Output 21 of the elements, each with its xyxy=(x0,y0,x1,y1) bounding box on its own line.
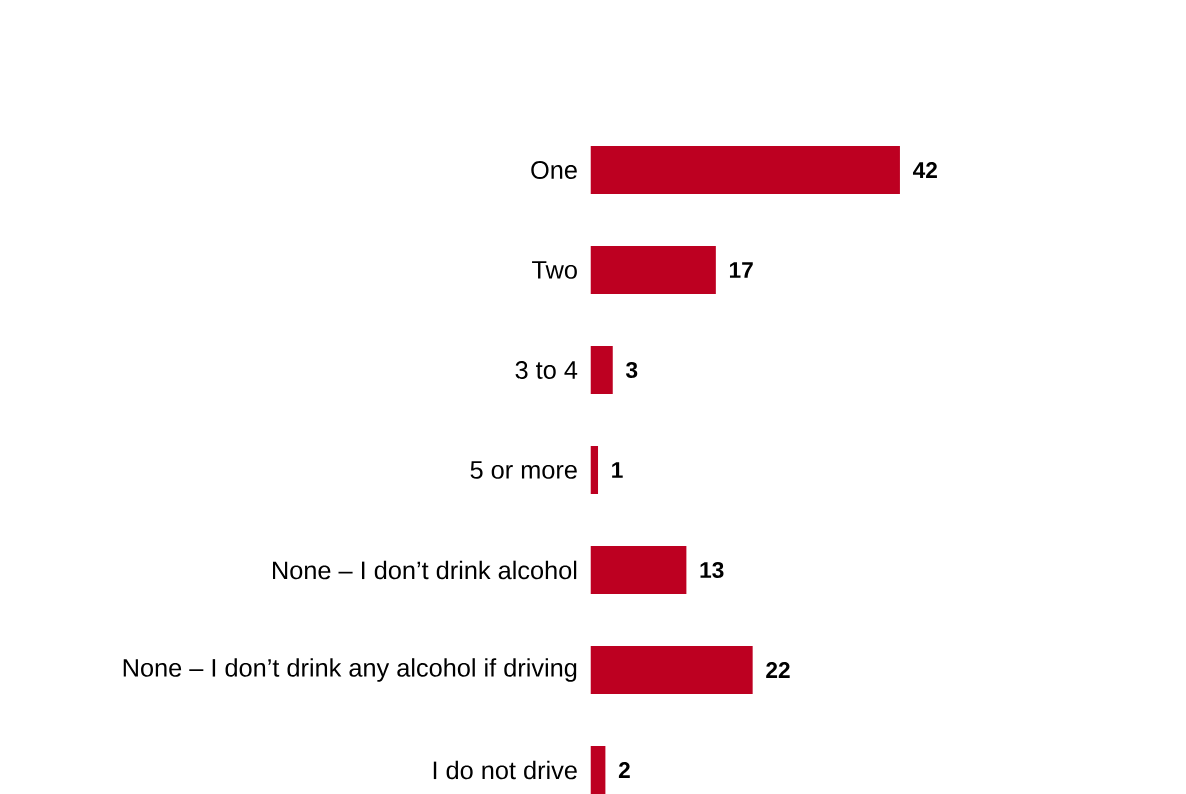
y-tick-label: I do not drive xyxy=(433,760,577,780)
bar xyxy=(590,546,687,595)
y-tick-label: None – I don’t drink alcohol xyxy=(273,560,577,580)
y-tick-label: None – I don’t drink any alcohol if driving xyxy=(123,658,577,682)
bar xyxy=(590,146,900,195)
data-label: 17 xyxy=(729,262,753,278)
data-label: 3 xyxy=(625,361,638,379)
data-label: 1 xyxy=(612,462,623,478)
data-label: 2 xyxy=(618,762,630,778)
bar xyxy=(590,446,599,495)
bar xyxy=(590,346,613,395)
y-tick-label: Two xyxy=(532,261,577,279)
data-label: 22 xyxy=(766,662,790,678)
bar xyxy=(590,746,606,794)
y-tick-label: 5 or more xyxy=(470,461,577,479)
y-tick-label: 3 to 4 xyxy=(515,361,578,379)
y-tick-label: One xyxy=(531,161,577,179)
bar xyxy=(590,246,716,295)
data-label: 13 xyxy=(700,561,724,579)
bar xyxy=(590,646,753,695)
data-label: 42 xyxy=(912,162,937,178)
